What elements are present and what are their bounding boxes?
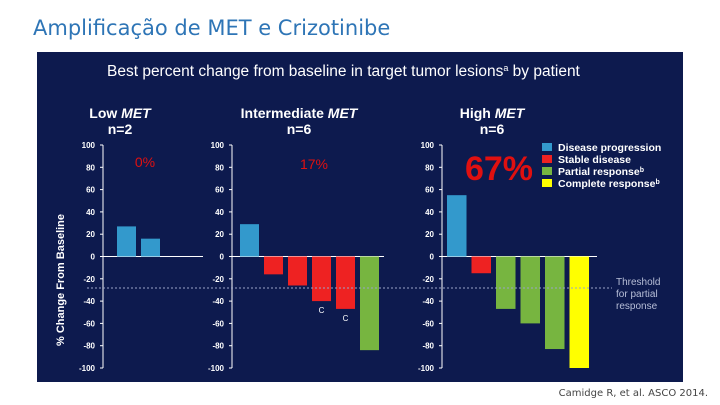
low-met-title: Low MET (89, 105, 152, 121)
legend-swatch-sd (542, 155, 552, 163)
intermediate-met-tick-label: 100 (211, 141, 225, 150)
intermediate-met-bar (288, 256, 307, 286)
intermediate-met-tick-label: -80 (212, 342, 224, 351)
legend-swatch-pd (542, 143, 552, 151)
high-met-tick-label: -100 (418, 364, 435, 373)
threshold-label-line: for partial (616, 289, 658, 300)
intermediate-met-response-rate: 17% (300, 156, 328, 172)
waterfall-chart: Best percent change from baseline in tar… (55, 63, 661, 373)
intermediate-met-tick-label: -40 (212, 297, 224, 306)
high-met-tick-label: 80 (425, 163, 434, 172)
high-met-bar (447, 195, 467, 257)
citation: Camidge R, et al. ASCO 2014. (558, 388, 708, 399)
high-met-title: High MET (460, 105, 526, 121)
intermediate-met-tick-label: -20 (212, 275, 224, 284)
legend-label-pr: Partial responseb (558, 166, 644, 178)
high-met-tick-label: -60 (422, 319, 434, 328)
intermediate-met-bar (264, 256, 283, 275)
intermediate-met-title: Intermediate MET (241, 105, 359, 121)
low-met-tick-label: 60 (86, 186, 95, 195)
high-met-bar (520, 256, 540, 324)
chart-title: Best percent change from baseline in tar… (107, 63, 581, 80)
low-met-n-label: n=2 (108, 121, 133, 137)
low-met-tick-label: -100 (79, 364, 96, 373)
intermediate-met-n-label: n=6 (287, 121, 312, 137)
legend-label-pd: Disease progression (558, 142, 661, 154)
high-met-tick-label: -80 (422, 342, 434, 351)
legend-swatch-pr (542, 167, 552, 175)
low-met-tick-label: 80 (86, 163, 95, 172)
low-met-response-rate: 0% (135, 154, 155, 170)
low-met-tick-label: -40 (83, 297, 95, 306)
intermediate-met-tick-label: 80 (215, 163, 224, 172)
intermediate-met-bar (360, 256, 379, 351)
low-met-tick-label: -60 (83, 319, 95, 328)
threshold-label-line: Threshold (616, 277, 660, 288)
high-met-bar (496, 256, 516, 309)
high-met-bar (545, 256, 565, 350)
intermediate-met-bar (336, 256, 355, 309)
high-met-tick-label: 60 (425, 186, 434, 195)
low-met-tick-label: 40 (86, 208, 95, 217)
low-met-bar (141, 238, 160, 257)
high-met-tick-label: 40 (425, 208, 434, 217)
low-met-tick-label: 20 (86, 230, 95, 239)
low-met-tick-label: -20 (83, 275, 95, 284)
low-met-tick-label: 0 (91, 253, 96, 262)
intermediate-met-tick-label: 20 (215, 230, 224, 239)
intermediate-met-tick-label: 40 (215, 208, 224, 217)
intermediate-met-tick-label: -60 (212, 319, 224, 328)
chart-panel: Best percent change from baseline in tar… (37, 52, 683, 382)
intermediate-met-tick-label: 60 (215, 186, 224, 195)
legend-label-sd: Stable disease (558, 154, 631, 166)
slide-title: Amplificação de MET e Crizotinibe (33, 16, 391, 40)
low-met-bar (117, 226, 136, 257)
high-met-tick-label: 0 (430, 253, 435, 262)
high-met-tick-label: -20 (422, 275, 434, 284)
intermediate-met-bar (240, 224, 259, 257)
high-met-n-label: n=6 (480, 121, 505, 137)
low-met-tick-label: -80 (83, 342, 95, 351)
high-met-bar (569, 256, 589, 368)
intermediate-met-tick-label: 0 (220, 253, 225, 262)
high-met-tick-label: 100 (421, 141, 435, 150)
high-met-bar (471, 256, 491, 274)
legend-swatch-cr (542, 179, 552, 187)
intermediate-met-bar (312, 256, 331, 302)
threshold-label-line: response (616, 301, 658, 312)
high-met-tick-label: -40 (422, 297, 434, 306)
intermediate-met-tick-label: -100 (208, 364, 225, 373)
high-met-tick-label: 20 (425, 230, 434, 239)
intermediate-met-bar-marker: C (343, 314, 349, 323)
intermediate-met-bar-marker: C (319, 306, 325, 315)
high-met-response-rate: 67% (465, 150, 533, 188)
low-met-tick-label: 100 (82, 141, 96, 150)
legend-label-cr: Complete responseb (558, 178, 660, 190)
y-axis-label: % Change From Baseline (55, 214, 67, 346)
